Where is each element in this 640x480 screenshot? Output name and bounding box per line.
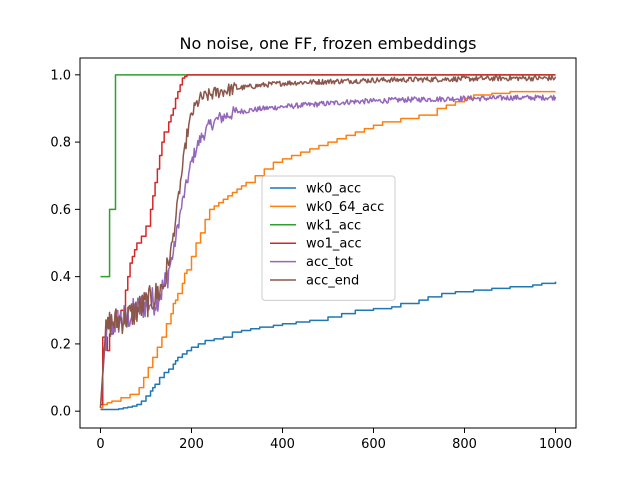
x-tick-label: 1000	[539, 437, 572, 452]
y-tick-label: 1.0	[50, 68, 71, 83]
y-tick-label: 0.8	[50, 136, 71, 151]
series-line-wk1-acc	[100, 74, 556, 278]
series-line-acc-tot	[99, 94, 557, 408]
legend-label-acc-tot: acc_tot	[306, 255, 353, 270]
legend-label-acc-end: acc_end	[306, 274, 359, 289]
x-tick-label: 0	[96, 437, 104, 452]
series-layer	[99, 74, 557, 411]
legend-label-wk0-acc: wk0_acc	[306, 182, 361, 197]
legend-label-wk1-acc: wk1_acc	[306, 218, 361, 233]
legend: wk0_acc wk0_64_acc wk1_acc wo1_acc acc_totac…	[261, 175, 396, 301]
x-tick-label: 200	[179, 437, 204, 452]
series-line-acc-end	[99, 74, 557, 408]
series-line-wk0-acc	[100, 281, 557, 411]
x-tick-label: 800	[452, 437, 477, 452]
series-line-wk0-64-acc	[100, 90, 556, 409]
axes-layer: 0 200 400 600 800 1000 0.0 0.2 0.4 0.6 0.8 1.0	[50, 57, 577, 452]
legend-label-wo1-acc: wo1_acc	[306, 237, 362, 252]
y-tick-label: 0.2	[50, 337, 71, 352]
y-tick-label: 0.4	[50, 270, 71, 285]
x-tick-label: 600	[361, 437, 386, 452]
legend-label-wk0-64-acc: wk0_64_acc	[306, 200, 384, 215]
y-tick-label: 0.0	[50, 405, 71, 420]
chart-title: No noise, one FF, frozen embeddings	[180, 34, 477, 53]
x-tick-label: 400	[270, 437, 295, 452]
y-tick-label: 0.6	[50, 203, 71, 218]
axes-frame	[79, 57, 577, 429]
